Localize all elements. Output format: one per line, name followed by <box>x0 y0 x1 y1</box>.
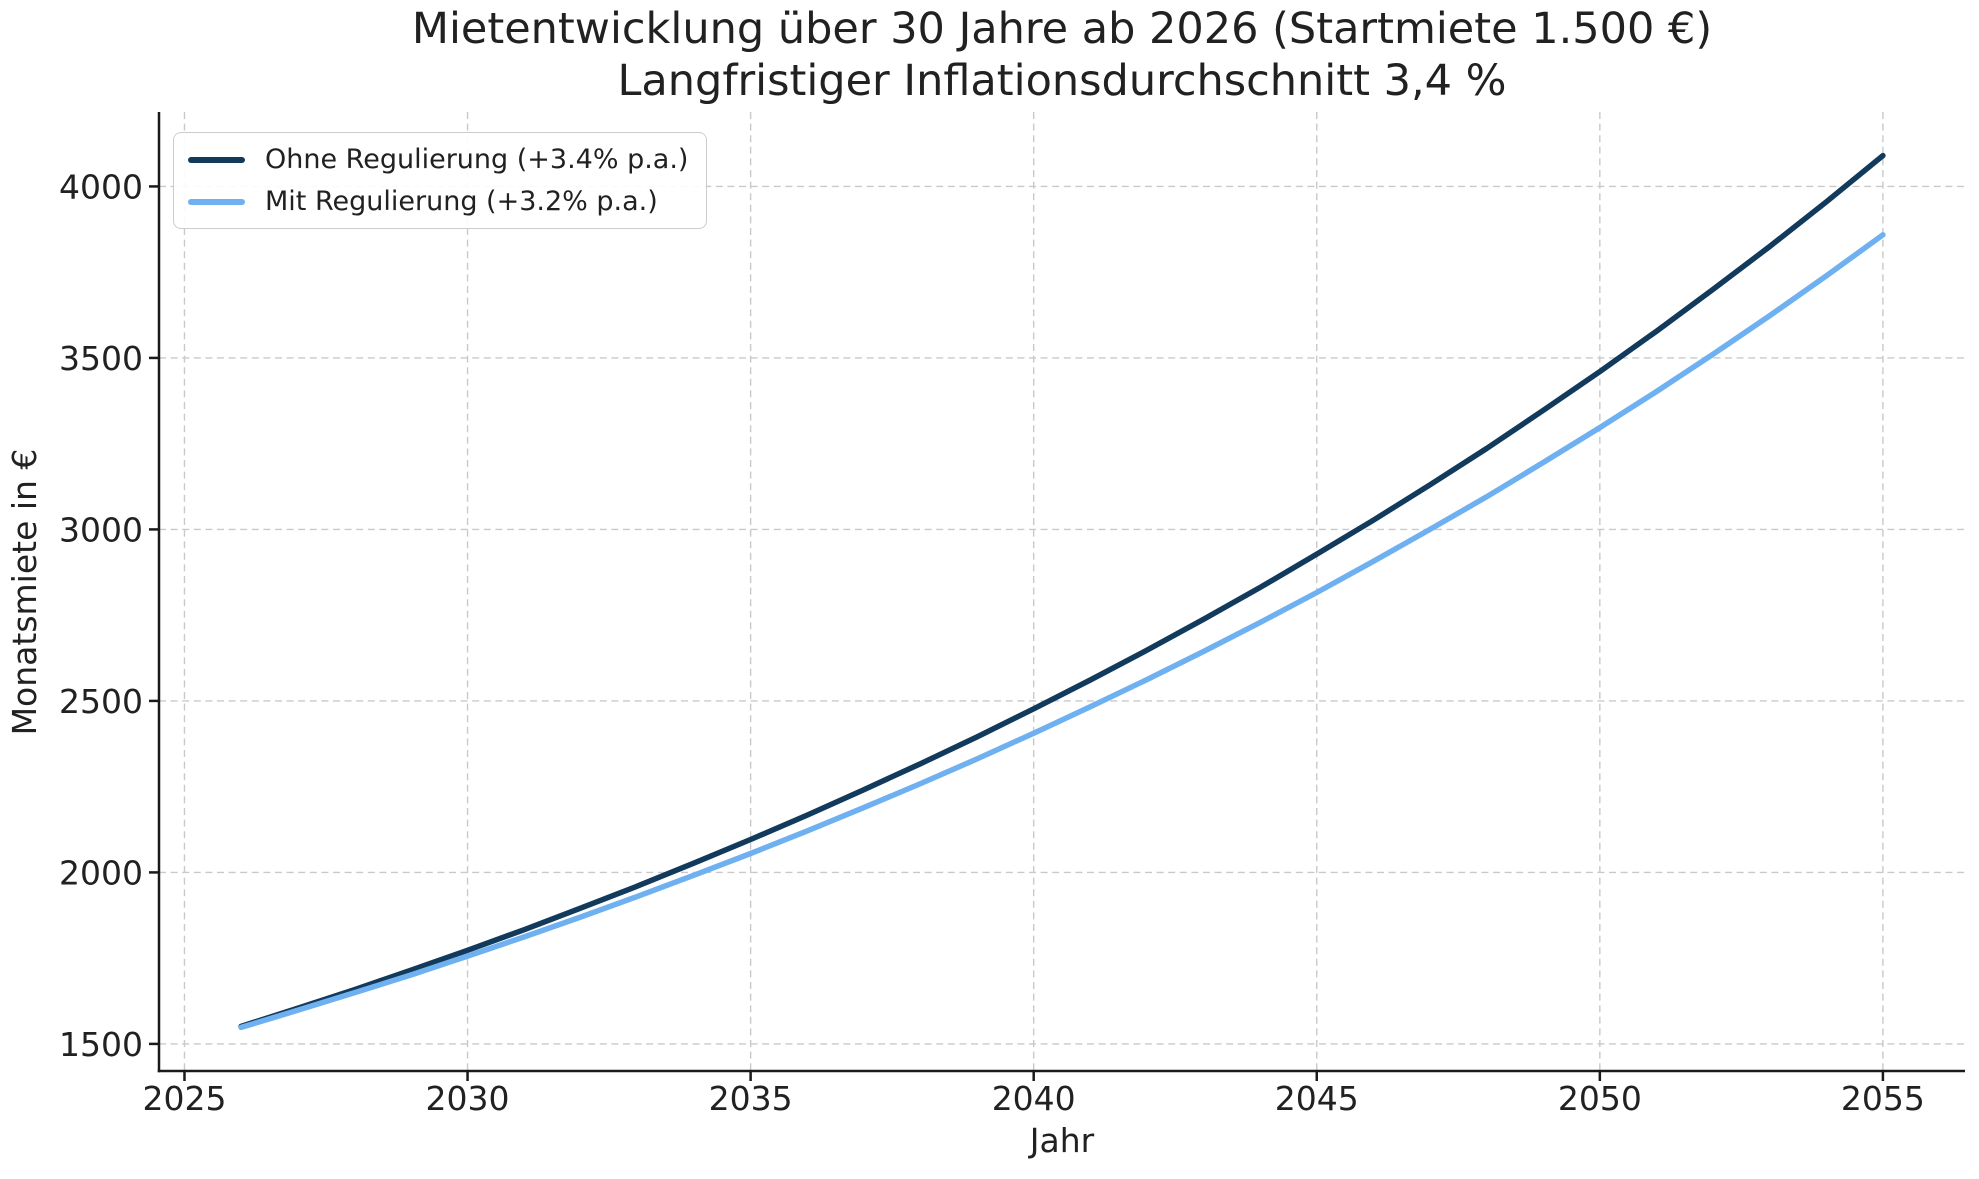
x-tick-label: 2040 <box>992 1079 1076 1118</box>
y-tick-label: 4000 <box>59 167 143 206</box>
legend-item-ohne-regulierung: Ohne Regulierung (+3.4% p.a.) <box>188 143 688 176</box>
y-tick-label: 2500 <box>59 682 143 721</box>
x-tick-label: 2030 <box>426 1079 510 1118</box>
x-tick-label: 2045 <box>1275 1079 1359 1118</box>
chart-title-line-2: Langfristiger Inflationsdurchschnitt 3,4… <box>617 56 1507 106</box>
y-tick-label: 3500 <box>59 339 143 378</box>
y-axis-label: Monatsmiete in € <box>5 449 44 736</box>
legend-label-ohne-regulierung: Ohne Regulierung (+3.4% p.a.) <box>265 144 689 175</box>
grid-layer <box>159 112 1965 1071</box>
x-tick-label: 2035 <box>709 1079 793 1118</box>
legend-line-swatch-dark <box>188 156 245 163</box>
chart-title: Mietentwicklung über 30 Jahre ab 2026 (S… <box>159 3 1965 107</box>
chart-title-line-1: Mietentwicklung über 30 Jahre ab 2026 (S… <box>411 4 1713 54</box>
legend-line-swatch-light <box>188 198 245 205</box>
legend-item-mit-regulierung: Mit Regulierung (+3.2% p.a.) <box>188 185 688 218</box>
series-layer <box>238 152 1886 1031</box>
legend-label-mit-regulierung: Mit Regulierung (+3.2% p.a.) <box>265 186 658 217</box>
x-axis-label: Jahr <box>1028 1121 1095 1160</box>
x-tick-label: 2025 <box>142 1079 226 1118</box>
y-tick-label: 3000 <box>59 510 143 549</box>
x-tick-label: 2050 <box>1558 1079 1642 1118</box>
tick-label-layer: 2025 2030 2035 2040 2045 2050 2055 1500 2000 2500… <box>59 167 1925 1118</box>
series-line-mit-regulierung <box>238 232 1886 1031</box>
y-tick-label: 1500 <box>59 1025 143 1064</box>
legend: Ohne Regulierung (+3.4% p.a.) Mit Reguli… <box>173 132 708 229</box>
axis-layer <box>149 112 1965 1081</box>
x-tick-label: 2055 <box>1841 1079 1925 1118</box>
series-line-ohne-regulierung <box>238 152 1886 1030</box>
y-tick-label: 2000 <box>59 853 143 892</box>
